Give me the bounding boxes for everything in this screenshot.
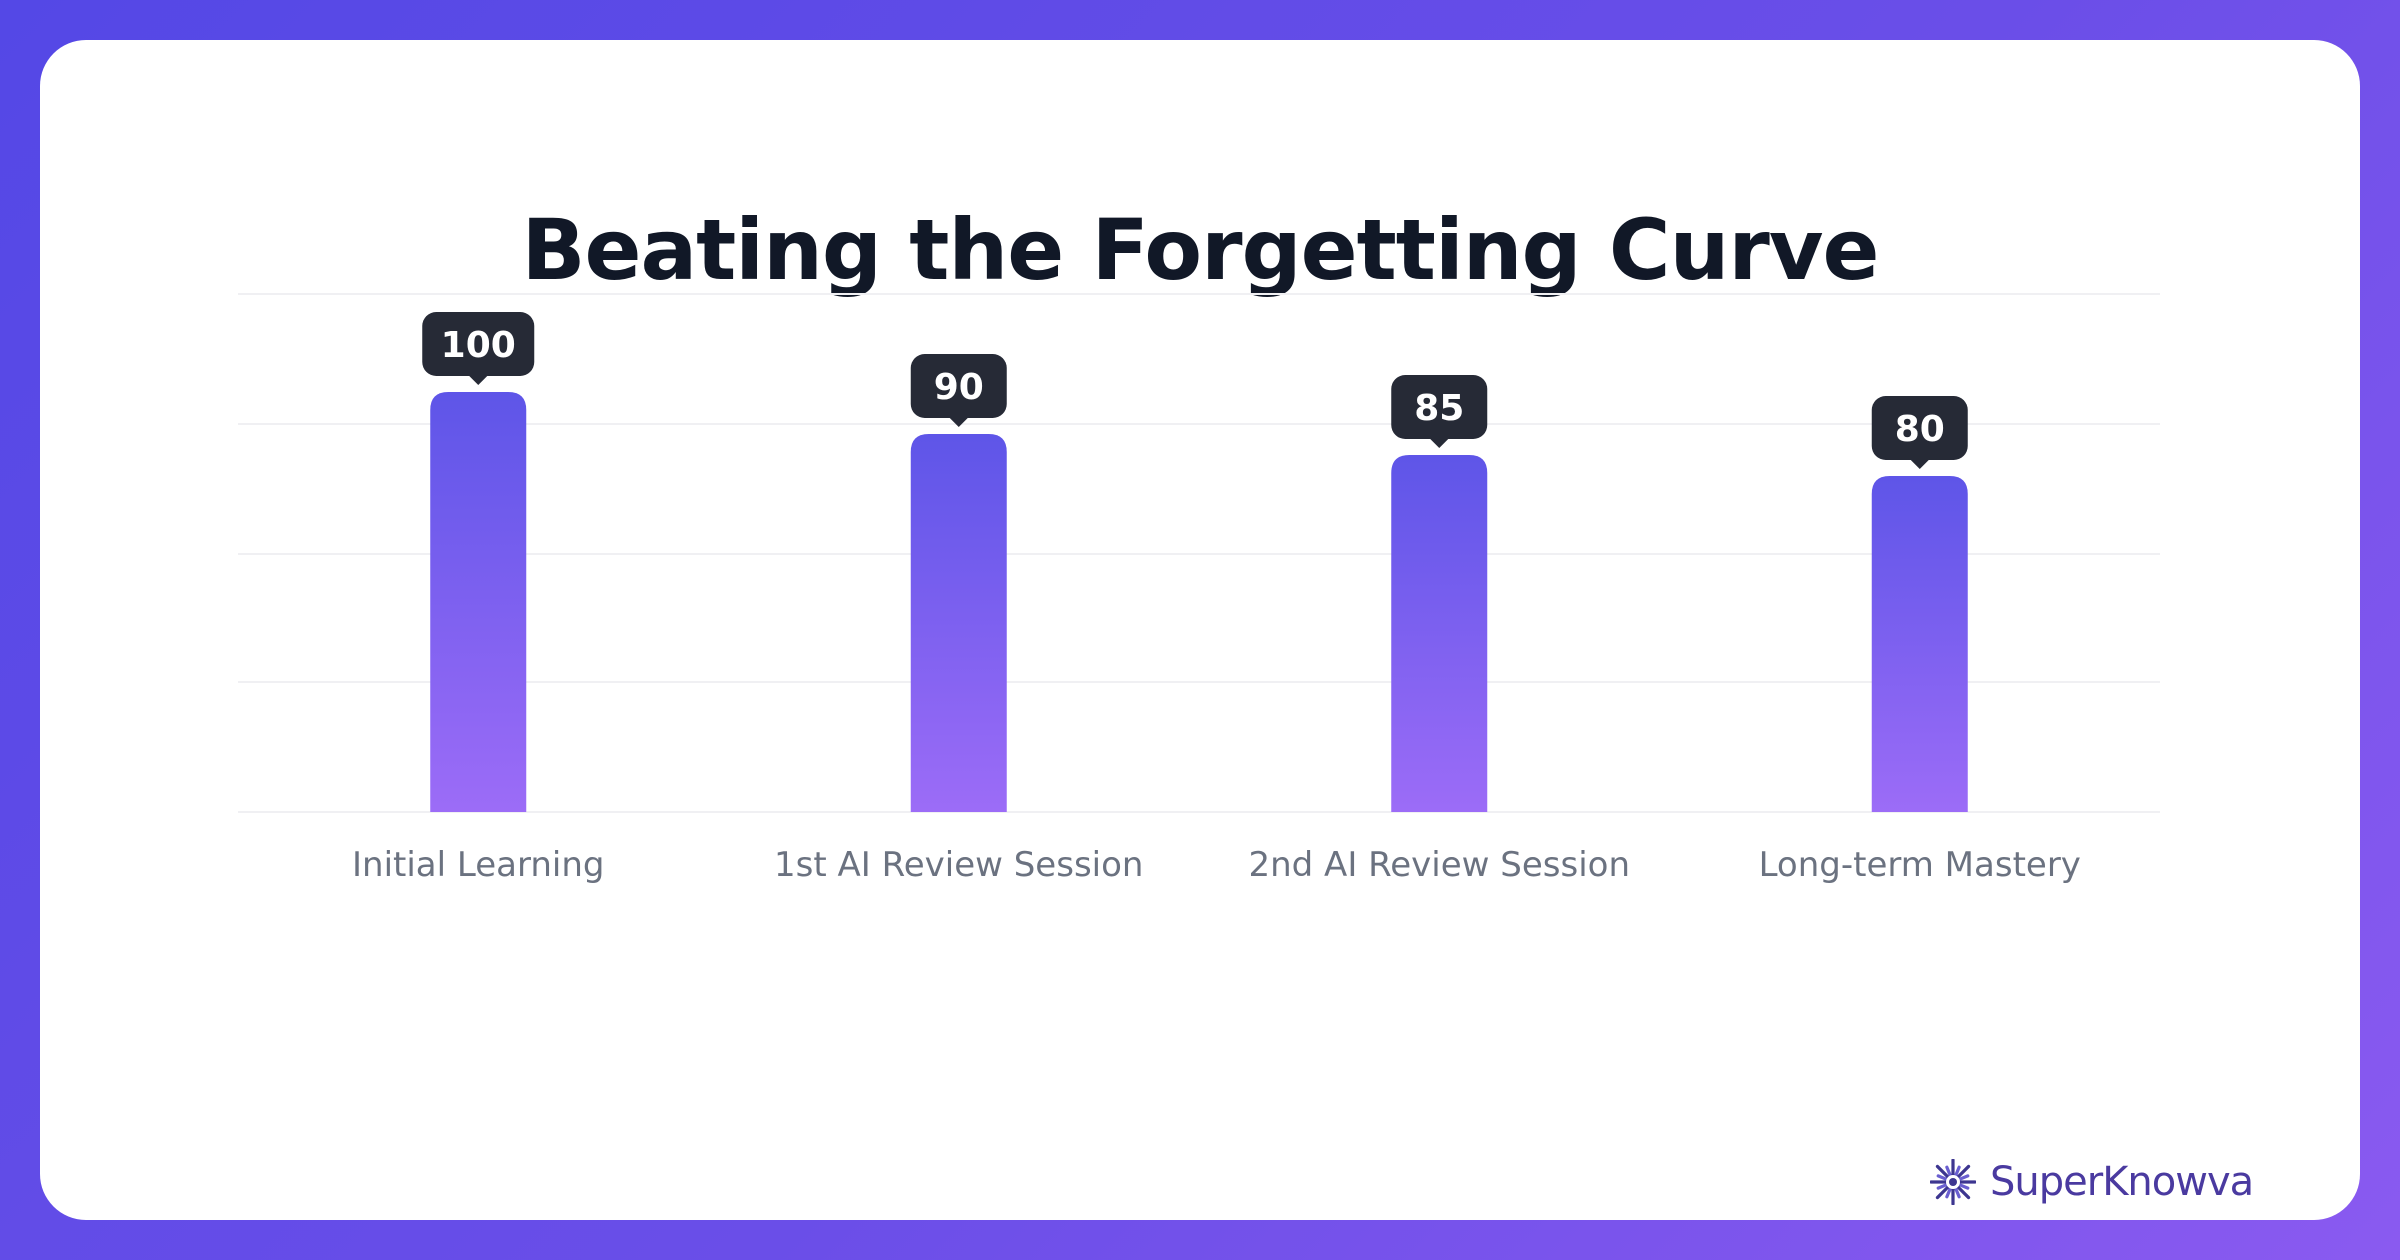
bar [910,434,1007,812]
brand-logo: SuperKnowva [1930,1152,2254,1212]
bar [430,392,527,812]
data-labels: 100 90 85 80 [422,312,1968,469]
data-label-pointer [1910,460,1929,469]
data-label-pointer [469,376,488,385]
x-tick-label: 1st AI Review Session [774,845,1143,885]
data-label-value: 80 [1895,409,1945,450]
data-label-value: 85 [1414,388,1464,429]
x-tick-label: Long-term Mastery [1759,845,2081,885]
x-axis-ticks: Initial Learning 1st AI Review Session 2nd… [352,845,2081,885]
logo-ray [1956,1174,1970,1182]
logo-ray [1956,1182,1970,1190]
chart-title: Beating the Forgetting Curve [521,201,1879,299]
logo-ray [1945,1165,1953,1179]
data-label-value: 90 [934,367,984,408]
logo-ray [1935,1164,1951,1180]
logo-ray [1953,1165,1961,1179]
logo-ray [1945,1185,1953,1199]
logo-ray [1936,1182,1950,1190]
data-label-pointer [949,418,968,427]
bar [1391,455,1488,812]
starburst-icon [1930,1159,1976,1205]
data-label: 100 [422,312,535,385]
logo-ray [1955,1164,1971,1180]
data-label-bubble [1871,396,1968,460]
data-label-value: 100 [441,325,516,366]
logo-ray [1955,1184,1971,1200]
bars [430,392,1968,812]
grid-lines [238,293,2160,813]
data-label: 80 [1871,396,1968,469]
brand-name: SuperKnowva [1990,1159,2254,1205]
data-label-bubble [910,354,1007,418]
data-label-bubble [422,312,535,376]
data-label-bubble [1391,375,1488,439]
logo-ray [1953,1185,1961,1199]
x-tick-label: Initial Learning [352,845,605,885]
data-label: 85 [1391,375,1488,448]
x-tick-label: 2nd AI Review Session [1248,845,1630,885]
chart-card: Beating the Forgetting Curve 100 90 85 80 I… [40,40,2360,1220]
bar-chart: 100 90 85 80 Initial Learning 1st AI Review … [238,293,2160,885]
data-label-pointer [1430,439,1449,448]
data-label: 90 [910,354,1007,427]
logo-ray [1935,1184,1951,1200]
logo-ray [1936,1174,1950,1182]
bar [1871,476,1968,812]
